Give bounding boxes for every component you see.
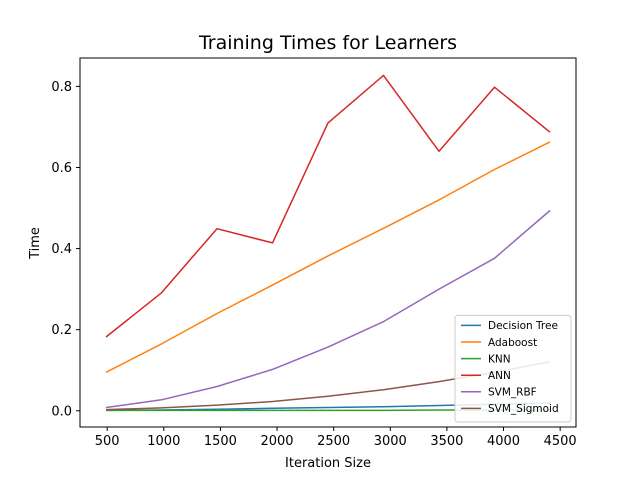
legend: Decision Tree Adaboost KNN ANN SVM_RBF SVM_Si…	[454, 314, 572, 423]
y-tick-label: 0.0	[51, 404, 72, 419]
x-tick-label: 1500	[204, 434, 237, 449]
plot-frame	[79, 57, 577, 428]
legend-entry: SVM_RBF	[488, 387, 537, 399]
series-line-adaboost	[105, 141, 551, 373]
legend-entry: ANN	[488, 370, 511, 382]
series-line-svm-rbf	[105, 209, 551, 409]
x-tick-label: 2000	[260, 434, 293, 449]
series-line-ann	[105, 74, 551, 338]
x-tick-label: 500	[95, 434, 120, 449]
x-tick-label: 3500	[430, 434, 463, 449]
legend-entry: SVM_Sigmoid	[488, 403, 559, 415]
y-tick-label: 0.6	[51, 161, 72, 176]
y-axis-label: Time	[28, 227, 43, 260]
y-axis: 0.0 0.2 0.4 0.6 0.8	[51, 80, 80, 419]
chart-title: Training Times for Learners	[198, 32, 457, 54]
x-tick-label: 3000	[374, 434, 407, 449]
legend-entry: Adaboost	[488, 337, 537, 349]
x-tick-label: 4500	[544, 434, 577, 449]
x-tick-label: 1000	[147, 434, 180, 449]
legend-entry: Decision Tree	[488, 320, 558, 332]
x-axis-label: Iteration Size	[285, 456, 371, 471]
y-tick-label: 0.2	[51, 323, 72, 338]
y-tick-label: 0.8	[51, 80, 72, 95]
x-axis: 500 1000 1500 2000 2500 3000 3500 4000 4500	[95, 427, 577, 449]
plot-area	[79, 57, 577, 428]
x-tick-label: 2500	[317, 434, 350, 449]
legend-entry: KNN	[488, 353, 511, 365]
x-tick-label: 4000	[487, 434, 520, 449]
legend-box	[454, 314, 572, 423]
y-tick-label: 0.4	[51, 242, 72, 257]
